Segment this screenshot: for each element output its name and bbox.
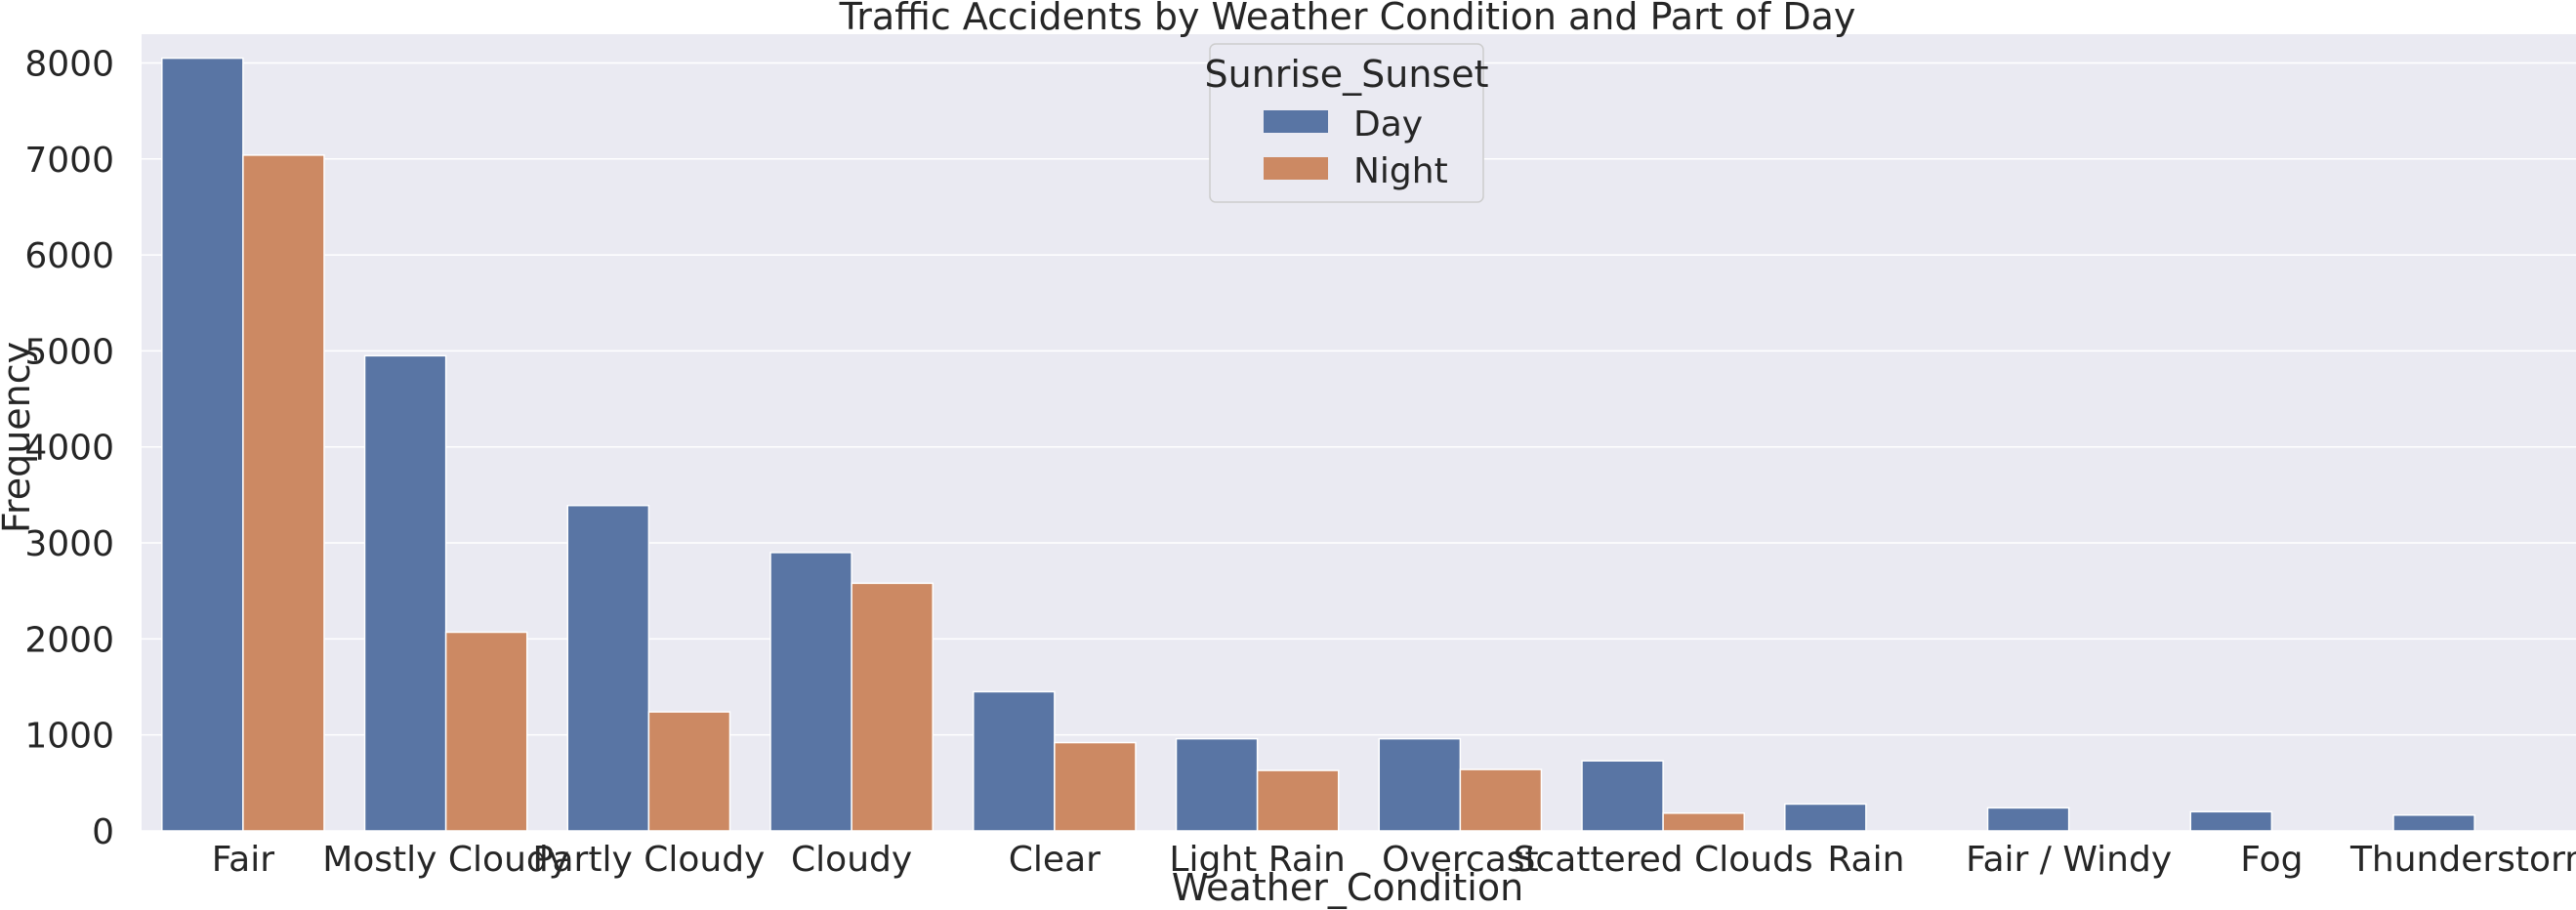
bar-day [1986, 807, 2070, 832]
bars [161, 57, 2475, 832]
legend-title: Sunrise_Sunset [1204, 53, 1488, 96]
legend-swatch-night [1264, 157, 1328, 180]
x-tick-label: Fair / Windy [1966, 840, 2172, 880]
x-tick-label: Thunderstorm [2349, 840, 2576, 880]
bar-day [363, 354, 447, 832]
y-tick-label: 5000 [24, 332, 114, 372]
bar-night [1662, 812, 1745, 832]
y-tick-label: 4000 [24, 429, 114, 469]
x-tick-label: Clear [1009, 840, 1101, 880]
bar-night [1459, 768, 1543, 832]
x-tick-label: Cloudy [791, 840, 912, 880]
bar-night [851, 582, 934, 832]
bar-night [647, 711, 731, 832]
bar-night [1054, 741, 1137, 832]
x-tick-label: Mostly Cloudy [322, 840, 569, 880]
y-tick-label: 8000 [24, 44, 114, 84]
grid-lines [142, 62, 2576, 832]
y-tick-label: 6000 [24, 236, 114, 276]
y-tick-label: 3000 [24, 524, 114, 564]
x-tick-label: Rain [1827, 840, 1904, 880]
bar-day [2392, 814, 2475, 832]
bar-night [1256, 769, 1340, 832]
x-tick-label: Fair [212, 840, 274, 880]
bar-day [973, 690, 1056, 832]
bar-day [1784, 803, 1867, 832]
bar-day [769, 552, 852, 832]
legend-label-day: Day [1353, 104, 1423, 145]
x-tick-label: Overcast [1382, 840, 1539, 880]
x-tick-label: Light Rain [1169, 840, 1345, 880]
x-tick-label: Fog [2240, 840, 2303, 880]
y-tick-label: 7000 [24, 141, 114, 181]
legend: Sunrise_Sunset Day Night [1204, 43, 1489, 203]
y-axis-ticks: 0 1000 2000 3000 4000 5000 6000 7000 8000 [24, 44, 114, 852]
y-tick-label: 2000 [24, 620, 114, 660]
bar-day [1175, 737, 1259, 832]
bar-day [161, 57, 244, 832]
legend-swatch-day [1264, 110, 1328, 133]
y-axis-label: Frequency [0, 342, 38, 533]
chart-title: Traffic Accidents by Weather Condition a… [839, 0, 1856, 38]
bar-day [2189, 810, 2273, 832]
bar-day [1581, 760, 1664, 832]
x-tick-label: Partly Cloudy [532, 840, 765, 880]
bar-day [566, 504, 650, 832]
x-tick-label: Scattered Clouds [1514, 840, 1813, 880]
bar-night [242, 154, 325, 832]
y-tick-label: 0 [92, 812, 114, 852]
y-tick-label: 1000 [24, 717, 114, 757]
bar-night [444, 631, 528, 832]
bar-day [1378, 737, 1462, 832]
x-axis-label: Weather_Condition [1172, 866, 1523, 909]
legend-label-night: Night [1353, 151, 1448, 191]
